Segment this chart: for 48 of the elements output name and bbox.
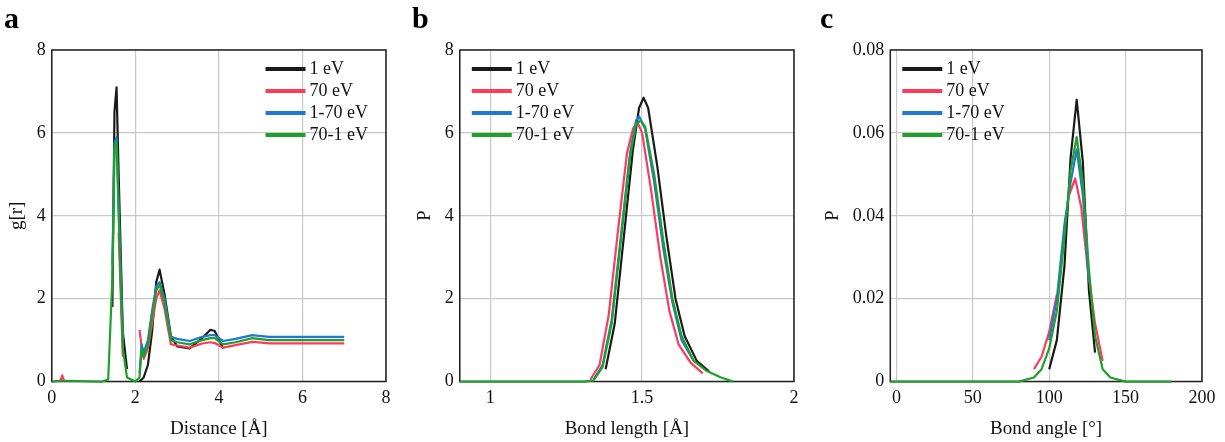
y-tick-label: 6 bbox=[444, 121, 454, 142]
y-axis-title: g[r] bbox=[5, 201, 27, 231]
x-tick-label: 6 bbox=[297, 387, 307, 408]
x-tick-label: 50 bbox=[963, 387, 982, 408]
chart-title: b bbox=[412, 0, 429, 34]
y-tick-label: 8 bbox=[444, 38, 454, 59]
y-tick-label: 4 bbox=[36, 204, 46, 225]
x-axis-title: Bond length [Å] bbox=[564, 416, 690, 438]
x-axis-title: Distance [Å] bbox=[170, 416, 268, 438]
legend-label: 70-1 eV bbox=[946, 123, 1005, 144]
y-tick-label: 0 bbox=[444, 370, 454, 391]
x-tick-label: 150 bbox=[1112, 387, 1140, 408]
legend-label: 1 eV bbox=[946, 57, 981, 78]
y-tick-label: 2 bbox=[36, 287, 46, 308]
y-axis-title: P bbox=[413, 210, 435, 222]
y-tick-label: 0.04 bbox=[852, 204, 885, 225]
y-tick-label: 0.06 bbox=[852, 121, 885, 142]
legend-label: 70 eV bbox=[946, 79, 990, 100]
legend-label: 1-70 eV bbox=[515, 101, 575, 122]
y-tick-label: 0 bbox=[875, 370, 885, 391]
legend-label: 70 eV bbox=[309, 79, 354, 100]
legend-label: 1-70 eV bbox=[309, 101, 368, 122]
y-axis-title: P bbox=[821, 210, 843, 222]
legend-label: 70 eV bbox=[515, 79, 560, 100]
legend-label: 70-1 eV bbox=[515, 123, 575, 144]
x-tick-label: 200 bbox=[1188, 387, 1216, 408]
y-tick-label: 0 bbox=[36, 370, 46, 391]
legend-label: 1-70 eV bbox=[946, 101, 1005, 122]
y-tick-label: 6 bbox=[36, 121, 46, 142]
legend-label: 70-1 eV bbox=[309, 123, 368, 144]
x-tick-label: 0 bbox=[891, 387, 901, 408]
y-tick-label: 2 bbox=[444, 287, 454, 308]
y-tick-label: 4 bbox=[444, 204, 454, 225]
x-axis-title: Bond angle [°] bbox=[990, 416, 1103, 438]
x-tick-label: 8 bbox=[381, 387, 391, 408]
chart-title: c bbox=[820, 0, 834, 34]
x-tick-label: 100 bbox=[1035, 387, 1063, 408]
x-tick-label: 2 bbox=[789, 387, 799, 408]
x-tick-label: 4 bbox=[214, 387, 224, 408]
legend-label: 1 eV bbox=[515, 57, 551, 78]
y-tick-label: 0.02 bbox=[852, 287, 885, 308]
y-tick-label: 8 bbox=[36, 38, 46, 59]
legend-label: 1 eV bbox=[309, 57, 345, 78]
x-tick-label: 2 bbox=[130, 387, 140, 408]
y-tick-label: 0.08 bbox=[852, 38, 885, 59]
x-tick-label: 1.5 bbox=[630, 387, 654, 408]
x-tick-label: 1 bbox=[485, 387, 495, 408]
chart-title: a bbox=[4, 0, 19, 34]
